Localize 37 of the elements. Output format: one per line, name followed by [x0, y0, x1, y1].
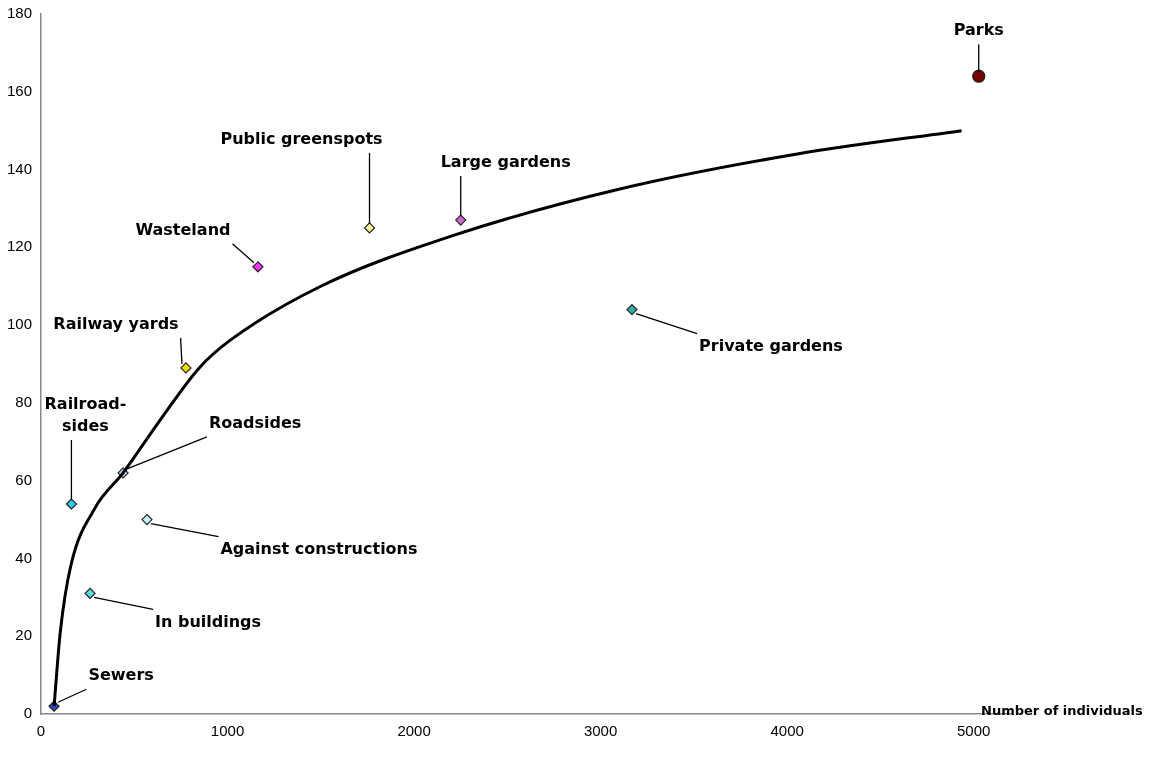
y-tick-label: 140	[7, 159, 33, 177]
point	[141, 513, 153, 526]
y-tick-label: 0	[23, 704, 33, 722]
annotation: In buildings	[155, 611, 262, 631]
annotation: Railway yards	[53, 314, 179, 334]
point	[455, 214, 467, 226]
y-tick-label: 20	[15, 626, 33, 644]
y-tick-label: 120	[7, 237, 33, 255]
point	[972, 69, 986, 83]
point	[65, 498, 78, 510]
y-tick-label: 180	[7, 4, 33, 22]
y-tick-label: 100	[7, 315, 33, 333]
x-tick-label: 0	[36, 722, 46, 740]
y-tick-label: 40	[15, 548, 33, 566]
annotation: Large gardens	[440, 152, 571, 172]
x-tick-label: 5000	[957, 722, 991, 740]
y-tick-label: 80	[15, 393, 33, 411]
annotation: Parks	[953, 20, 1004, 40]
annotation: Public greenspots	[220, 129, 383, 149]
annotation: Wasteland	[135, 219, 231, 239]
annotation: Railroad-sides	[44, 394, 127, 436]
annotation: Sewers	[88, 665, 154, 685]
point	[363, 222, 376, 234]
point	[84, 587, 96, 600]
y-tick-label: 160	[7, 81, 33, 99]
x-tick-label: 1000	[210, 722, 245, 740]
x-tick-label: 4000	[770, 722, 804, 740]
point	[252, 261, 264, 273]
x-tick-label: 3000	[583, 722, 618, 740]
x-axis-title: Number of individuals	[981, 703, 1144, 719]
point	[180, 362, 192, 374]
y-tick-label: 60	[15, 470, 33, 488]
x-tick-label: 2000	[397, 722, 431, 740]
annotation: Private gardens	[699, 335, 843, 355]
annotation: Against constructions	[220, 538, 418, 558]
annotation: Roadsides	[208, 413, 302, 433]
point	[626, 303, 638, 316]
